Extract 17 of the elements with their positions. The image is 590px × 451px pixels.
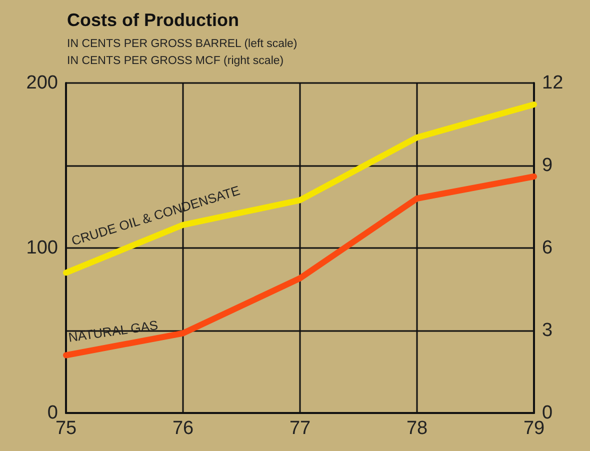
y-tick-label: 200 xyxy=(26,72,58,94)
x-tick-label: 77 xyxy=(289,418,311,439)
chart-title: Costs of Production xyxy=(67,10,239,30)
text: IN CENTS PER GROSS MCF (right scale) xyxy=(67,55,284,67)
x-tick-label: 75 xyxy=(55,418,77,439)
x-tick-label: 76 xyxy=(172,418,194,439)
x-tick-label: 79 xyxy=(523,418,545,439)
y-tick-label: 0 xyxy=(47,402,58,424)
y2-tick-label: 3 xyxy=(542,320,553,341)
chart-subtitle: IN CENTS PER GROSS BARREL (left scale) xyxy=(67,38,298,50)
y2-tick-label: 0 xyxy=(542,402,553,424)
x-tick-label: 78 xyxy=(406,418,428,439)
y-tick-label: 100 xyxy=(26,238,58,258)
text: NATURAL GAS xyxy=(67,317,160,345)
y2-tick-label: 6 xyxy=(542,238,553,258)
y2-tick-label: 12 xyxy=(542,72,564,94)
y2-tick-label: 9 xyxy=(542,155,553,176)
